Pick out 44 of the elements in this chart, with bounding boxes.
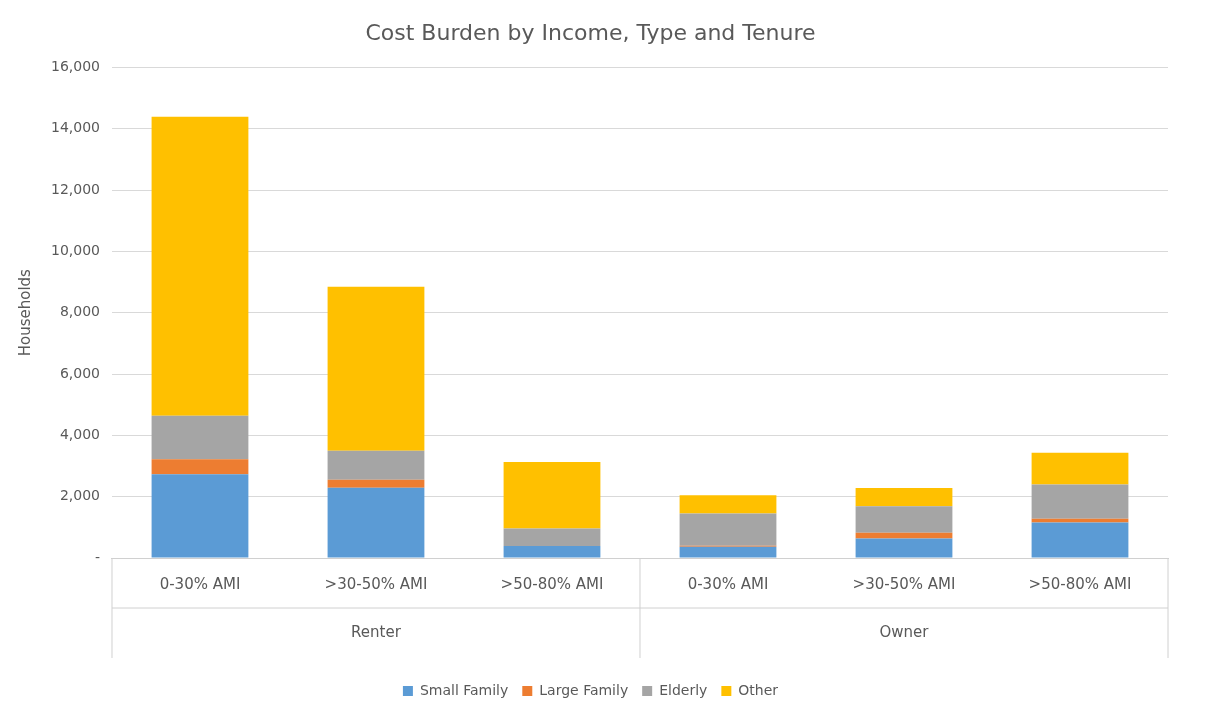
x-tick-label: 0-30% AMI (159, 574, 241, 593)
bar (327, 487, 425, 558)
legend-label: Other (738, 681, 779, 698)
y-tick-label: 4,000 (59, 425, 100, 442)
bar (151, 474, 249, 558)
bar (1031, 522, 1129, 558)
bar (1031, 484, 1129, 519)
bar (679, 495, 777, 514)
bar (855, 532, 953, 539)
bar (679, 546, 777, 558)
y-tick-label: 12,000 (50, 180, 100, 197)
legend-label: Elderly (659, 681, 708, 698)
bar (855, 506, 953, 533)
y-tick-label: 6,000 (59, 364, 100, 381)
y-tick-label: - (94, 548, 100, 565)
bar (327, 286, 425, 451)
bar (503, 546, 601, 558)
bar (503, 462, 601, 529)
y-axis-title: Households (15, 268, 34, 357)
y-tick-label: 10,000 (50, 242, 100, 259)
bar (151, 116, 249, 416)
y-tick-label: 8,000 (59, 303, 100, 320)
legend-label: Small Family (419, 681, 509, 698)
x-tick-label: >30-50% AMI (852, 574, 956, 593)
x-tick-label: >50-80% AMI (500, 574, 604, 593)
bar (503, 528, 601, 547)
y-tick-label: 16,000 (50, 58, 100, 75)
y-tick-label: 14,000 (50, 119, 100, 136)
x-tick-label: >50-80% AMI (1028, 574, 1132, 593)
text: Owner (879, 622, 930, 641)
bar (855, 488, 953, 507)
bar (151, 415, 249, 460)
text: Renter (351, 622, 402, 641)
bar (855, 538, 953, 558)
bar (1031, 452, 1129, 485)
y-tick-label: 2,000 (59, 487, 100, 504)
chart-title: Cost Burden by Income, Type and Tenure (365, 19, 816, 45)
x-tick-label: 0-30% AMI (687, 574, 769, 593)
bar (151, 459, 249, 475)
legend-label: Large Family (539, 681, 629, 698)
bar (327, 450, 425, 480)
bar (679, 513, 777, 546)
bar (327, 479, 425, 488)
x-tick-label: >30-50% AMI (324, 574, 428, 593)
